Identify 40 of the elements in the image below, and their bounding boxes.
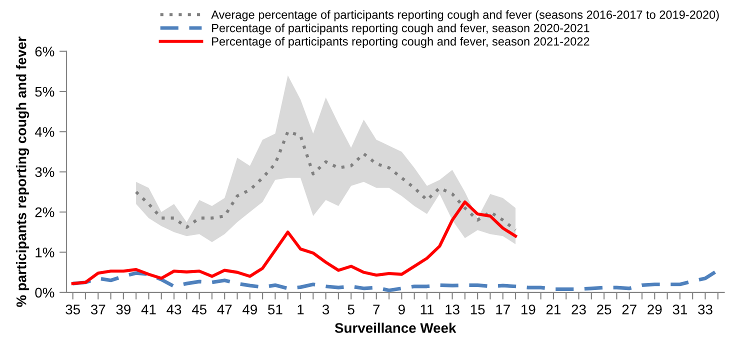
x-tick-label: 15 <box>470 304 485 314</box>
x-tick-label: 7 <box>373 304 380 314</box>
x-tick-label: 23 <box>572 304 586 314</box>
x-tick-label: 19 <box>522 304 536 314</box>
y-tick-label: 4% <box>34 127 54 137</box>
legend-label: Average percentage of participants reporting cough and fever (seasons 2016-2017 to 2019-2020) <box>211 10 719 22</box>
y-axis-title: % participants reporting cough and fever <box>16 36 30 307</box>
x-tick-label: 11 <box>420 304 434 314</box>
x-tick-label: 29 <box>648 304 662 314</box>
x-tick-label: 13 <box>446 304 460 314</box>
x-tick-label: 9 <box>398 304 405 314</box>
y-tick-label: 1% <box>36 248 54 258</box>
y-tick-label: 6% <box>35 46 54 56</box>
x-tick-label: 45 <box>192 304 206 314</box>
x-tick-label: 3 <box>322 304 330 314</box>
x-tick-label: 37 <box>90 304 106 314</box>
x-tick-label: 41 <box>141 304 156 314</box>
x-tick-label: 49 <box>242 304 257 314</box>
y-tick-label: 3% <box>35 167 54 178</box>
x-tick-label: 21 <box>546 304 561 314</box>
y-tick-label: 0% <box>35 288 54 298</box>
x-tick-label: 33 <box>698 304 712 314</box>
line-series <box>71 200 518 286</box>
y-tick-label: 2% <box>35 207 54 218</box>
x-tick-label: 43 <box>166 304 182 314</box>
x-axis-title: Surveillance Week <box>334 322 456 333</box>
line-series <box>134 130 518 232</box>
x-tick-label: 5 <box>348 304 354 314</box>
x-tick-label: 25 <box>597 304 612 314</box>
x-tick-label: 47 <box>217 304 232 314</box>
legend-label: Percentage of participants reporting cough and fever, season 2020-2021 <box>212 24 590 35</box>
x-tick-label: 17 <box>496 304 510 314</box>
x-tick-label: 51 <box>268 304 282 314</box>
y-tick-label: 5% <box>35 86 54 97</box>
x-tick-label: 39 <box>116 304 130 314</box>
legend-label: Percentage of participants reporting cough and fever, season 2021-2022 <box>212 36 590 48</box>
x-tick-label: 31 <box>672 304 687 314</box>
x-tick-label: 1 <box>298 304 304 314</box>
x-tick-label: 35 <box>66 304 80 314</box>
x-tick-label: 27 <box>622 304 636 314</box>
